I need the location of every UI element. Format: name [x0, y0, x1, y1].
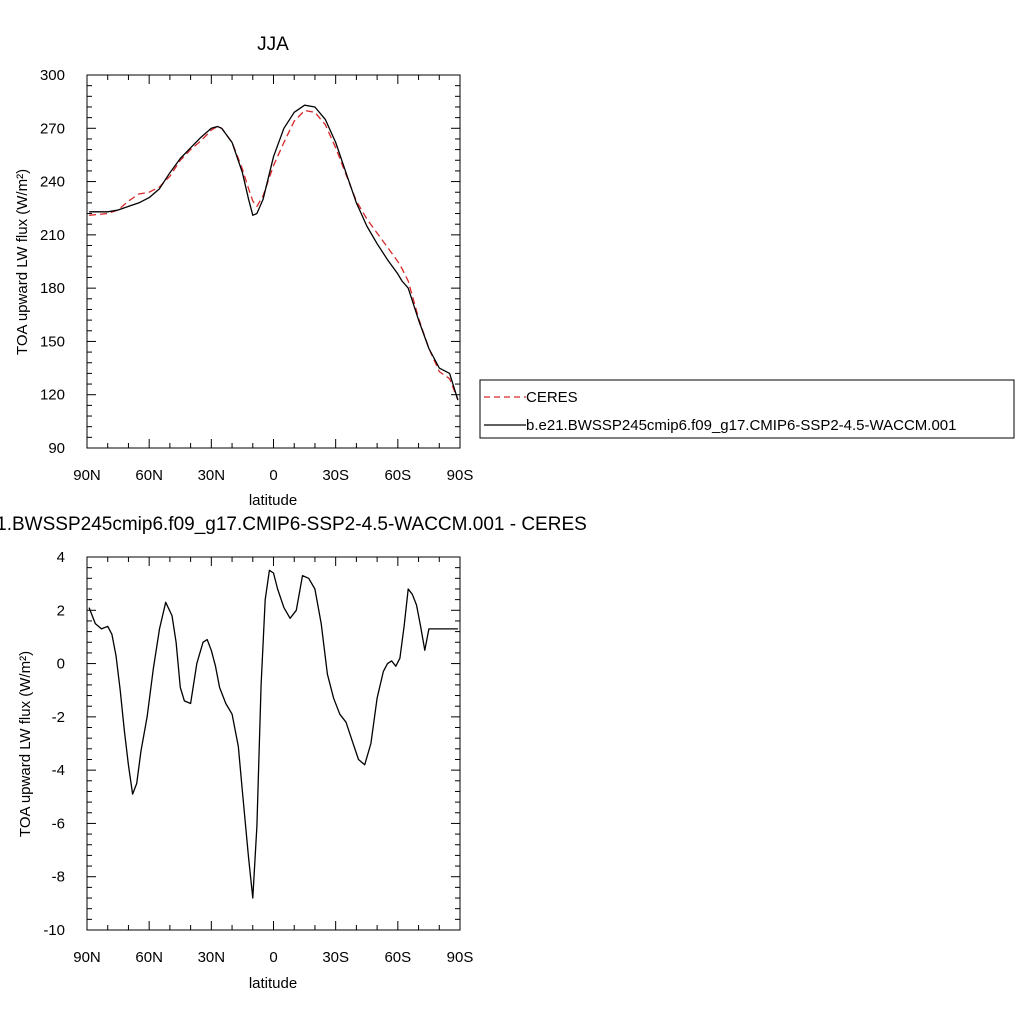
bottom-xtick-label: 30S: [322, 949, 349, 966]
bottom-xtick-label: 60S: [384, 949, 411, 966]
legend-ceres-label: CERES: [526, 389, 578, 406]
bottom-chart-title: b.e21.BWSSP245cmip6.f09_g17.CMIP6-SSP2-4…: [0, 514, 587, 535]
bottom-xtick-label: 0: [269, 949, 277, 966]
top-ytick-label: 210: [40, 227, 65, 244]
top-ytick-label: 270: [40, 120, 65, 137]
bottom-xtick-label: 60N: [135, 949, 163, 966]
bottom-ytick-label: -4: [52, 762, 65, 779]
top-xtick-label: 30N: [198, 467, 226, 484]
legend-model-label: b.e21.BWSSP245cmip6.f09_g17.CMIP6-SSP2-4…: [526, 417, 956, 434]
top-y-axis-label: TOA upward LW flux (W/m²): [14, 169, 31, 355]
bottom-y-axis-label: TOA upward LW flux (W/m²): [17, 651, 34, 837]
top-ticks: 90 120 150 180 210 240 270 300 90N 60N 30N 0 30S 60S 9…: [40, 67, 473, 484]
bottom-xtick-label: 30N: [198, 949, 226, 966]
top-x-axis-label: latitude: [249, 492, 297, 509]
top-ytick-label: 180: [40, 280, 65, 297]
top-model-line: [89, 104, 459, 401]
top-xtick-label: 90S: [447, 467, 474, 484]
top-xtick-label: 0: [269, 467, 277, 484]
top-series-group: [89, 104, 459, 401]
top-xtick-label: 90N: [73, 467, 101, 484]
top-plot-frame: [86, 74, 461, 449]
legend: CERES b.e21.BWSSP245cmip6.f09_g17.CMIP6-…: [479, 379, 1015, 439]
bottom-series-group: [88, 569, 458, 899]
top-xtick-label: 60N: [135, 467, 163, 484]
top-ytick-label: 120: [40, 387, 65, 404]
top-xtick-label: 30S: [322, 467, 349, 484]
bottom-x-axis-label: latitude: [249, 975, 297, 992]
top-panel: JJA 90 120 150 180 210 240 270 300 90N 60N 30N 0 30S…: [14, 34, 1015, 509]
bottom-xtick-label: 90N: [73, 949, 101, 966]
bottom-xtick-label: 90S: [447, 949, 474, 966]
top-chart-title: JJA: [257, 34, 289, 55]
bottom-difference-line: [88, 569, 458, 899]
top-ceres-line: [89, 109, 459, 401]
bottom-ytick-label: 4: [57, 549, 65, 566]
top-ytick-label: 90: [48, 440, 65, 457]
bottom-ytick-label: 2: [57, 602, 65, 619]
bottom-ytick-label: -2: [52, 709, 65, 726]
legend-box: [479, 379, 1015, 439]
bottom-panel: b.e21.BWSSP245cmip6.f09_g17.CMIP6-SSP2-4…: [0, 514, 587, 992]
top-ytick-label: 150: [40, 333, 65, 350]
bottom-ytick-label: 0: [57, 656, 65, 673]
top-xtick-label: 60S: [384, 467, 411, 484]
bottom-ytick-label: -10: [43, 922, 65, 939]
top-ytick-label: 300: [40, 67, 65, 84]
bottom-ytick-label: -6: [52, 815, 65, 832]
bottom-ytick-label: -8: [52, 869, 65, 886]
top-ytick-label: 240: [40, 174, 65, 191]
bottom-ticks: -10 -8 -6 -4 -2 0 2 4 90N 60N 30N 0 30S 60S 90S: [43, 549, 473, 966]
